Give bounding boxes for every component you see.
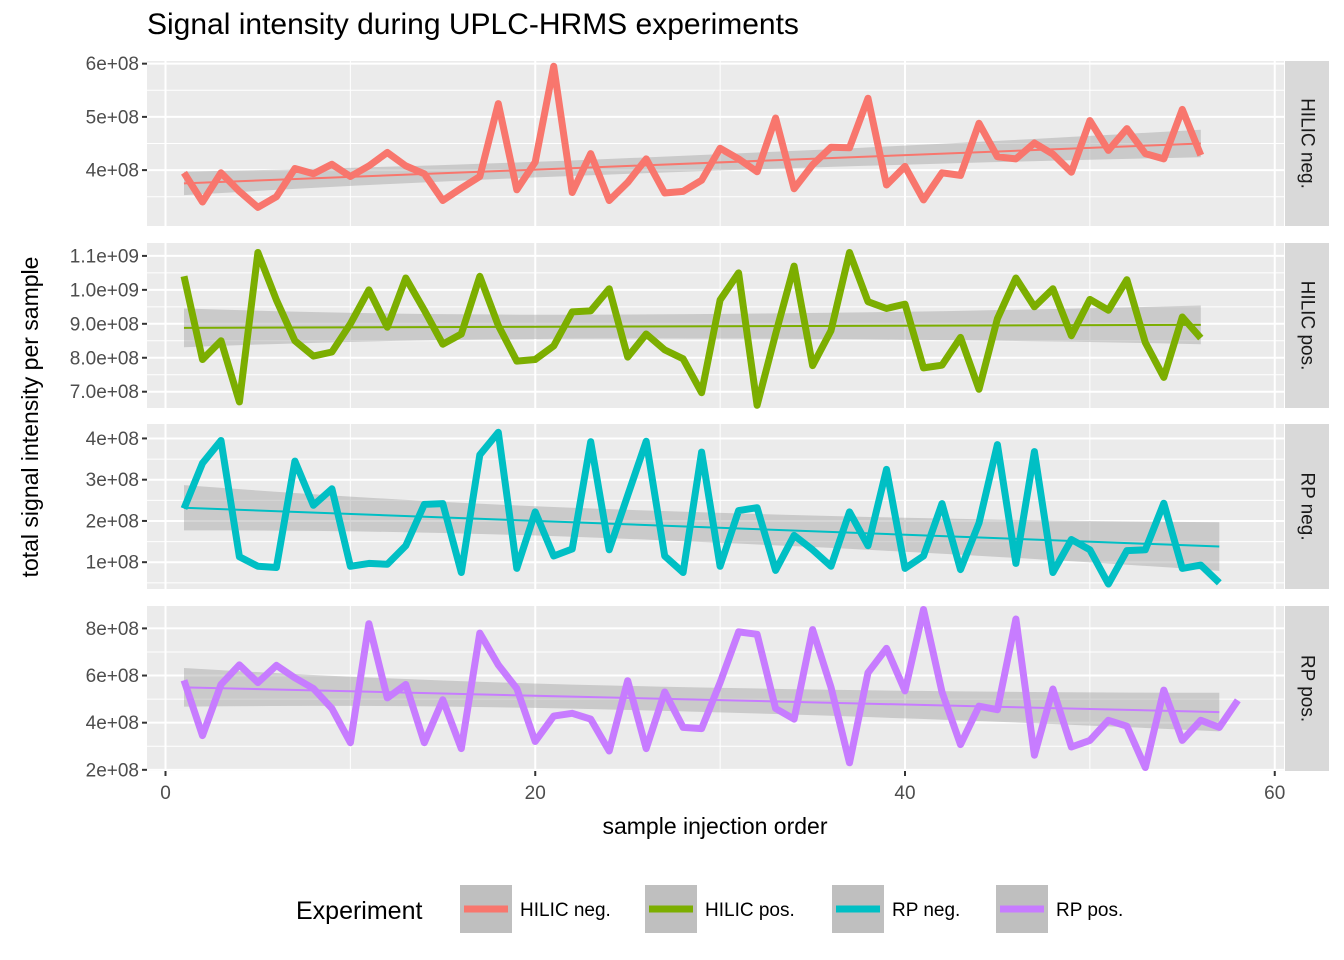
facet-panels: 4e+08 5e+08 6e+08 HILIC neg. 7.0e+08 8.0e+08 9… [70, 54, 1329, 781]
x-axis-title: sample injection order [602, 813, 827, 839]
x-tick-label: 0 [160, 783, 171, 804]
legend-entry: RP neg. [892, 900, 960, 921]
legend-entry: RP pos. [1056, 900, 1123, 921]
series-line [181, 62, 1205, 211]
y-tick-label: 8e+08 [86, 619, 139, 640]
legend-entry: HILIC pos. [705, 900, 795, 921]
facet-panel: 4e+08 5e+08 6e+08 HILIC neg. [86, 54, 1329, 226]
x-tick-label: 60 [1264, 783, 1285, 804]
series-line [180, 428, 1222, 588]
chart-title: Signal intensity during UPLC-HRMS experi… [147, 8, 799, 41]
y-tick-label: 1.1e+09 [70, 246, 139, 267]
x-axis: 0 20 40 60 [160, 771, 1285, 804]
y-tick-label: 1e+08 [86, 553, 139, 574]
y-tick-label: 1.0e+09 [70, 280, 139, 301]
facet-strip [1285, 243, 1329, 408]
legend-title: Experiment [296, 897, 422, 925]
facet-strip [1285, 424, 1329, 589]
y-tick-label: 9.0e+08 [70, 314, 139, 335]
y-tick-label: 6e+08 [86, 54, 139, 75]
y-tick-label: 2e+08 [86, 760, 139, 781]
trend-line [183, 506, 1220, 548]
y-axis-title: total signal intensity per sample [17, 257, 43, 578]
y-tick-label: 2e+08 [86, 511, 139, 532]
y-tick-label: 7.0e+08 [70, 382, 139, 403]
facet-strip [1285, 61, 1329, 226]
facet-panel: 1e+08 2e+08 3e+08 4e+08 RP neg. [86, 424, 1329, 589]
y-tick-label: 3e+08 [86, 470, 139, 491]
y-tick-label: 8.0e+08 [70, 348, 139, 369]
facet-panel: 2e+08 4e+08 6e+08 8e+08 RP pos. [86, 606, 1329, 781]
x-tick-label: 40 [894, 783, 915, 804]
facet-panel: 7.0e+08 8.0e+08 9.0e+08 1.0e+09 1.1e+09 HILIC… [70, 243, 1329, 409]
facet-strip-label: RP neg. [1297, 472, 1318, 540]
facet-strip-label: HILIC neg. [1297, 98, 1318, 189]
facet-strip [1285, 606, 1329, 771]
legend: Experiment HILIC neg. HILIC pos. RP neg. RP… [296, 885, 1123, 933]
facet-strip-label: HILIC pos. [1297, 281, 1318, 371]
series-line [180, 606, 1241, 771]
trend-line [183, 142, 1201, 185]
confidence-band [184, 129, 1201, 196]
trend-line [183, 686, 1220, 714]
x-tick-label: 20 [525, 783, 546, 804]
facet-strip-label: RP pos. [1297, 655, 1318, 722]
y-tick-label: 5e+08 [86, 107, 139, 128]
trend-line [183, 323, 1201, 329]
y-tick-label: 6e+08 [86, 666, 139, 687]
y-tick-label: 4e+08 [86, 713, 139, 734]
series-line [180, 249, 1204, 409]
legend-entry: HILIC neg. [520, 900, 611, 921]
y-tick-label: 4e+08 [86, 429, 139, 450]
y-tick-label: 4e+08 [86, 161, 139, 182]
